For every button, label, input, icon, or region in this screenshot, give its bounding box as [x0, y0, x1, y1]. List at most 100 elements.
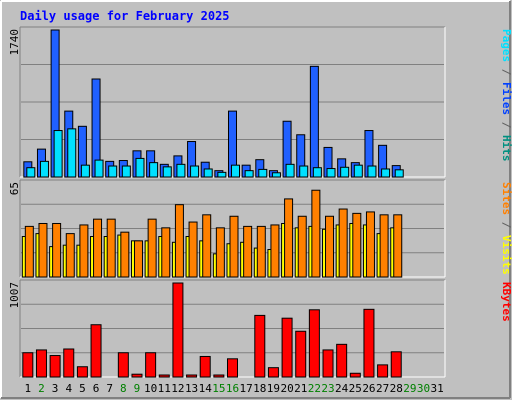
bar-pages-day-9	[135, 157, 145, 178]
x-tick-label: 3	[52, 382, 59, 395]
bar-sites-day-23	[325, 215, 335, 278]
bar-pages-day-17	[244, 170, 254, 178]
bar-kbytes-day-6	[90, 324, 102, 378]
x-tick-label: 22	[308, 382, 321, 395]
x-tick-label: 21	[294, 382, 307, 395]
bar-kbytes-day-16	[227, 358, 238, 378]
bar-kbytes-day-13	[186, 374, 198, 378]
bar-sites-day-20	[284, 198, 294, 278]
x-tick-label: 26	[362, 382, 375, 395]
bar-pages-day-3	[53, 130, 63, 178]
bar-sites-day-3	[52, 222, 62, 278]
x-tick-label: 4	[65, 382, 72, 395]
bar-kbytes-day-2	[35, 349, 47, 378]
bar-kbytes-day-8	[117, 352, 129, 378]
bar-sites-day-21	[297, 215, 307, 278]
bar-sites-day-14	[202, 214, 212, 278]
bar-sites-day-13	[188, 221, 198, 278]
x-tick-label: 29	[403, 382, 416, 395]
bar-kbytes-day-4	[63, 348, 75, 378]
legend-entry: Pages	[500, 29, 512, 62]
bar-sites-day-2	[38, 222, 48, 278]
x-tick-label: 25	[349, 382, 362, 395]
x-axis-labels: 1 2 3 4 5 6 7 8 9 10 11 12 13 14 15 16 17 18 19 20 21 22 23 24 2…	[25, 382, 444, 395]
bar-kbytes-day-27	[377, 364, 389, 378]
bar-kbytes-day-25	[349, 372, 361, 378]
bar-pages-day-2	[39, 160, 49, 178]
bar-sites-day-19	[270, 224, 280, 278]
bar-pages-day-11	[162, 166, 172, 178]
panel-hits_files_pages: 1740 Pages / Files / Hits	[8, 26, 512, 178]
bar-kbytes-day-10	[145, 352, 157, 378]
y-scale-max-label: 1740	[8, 29, 21, 56]
x-tick-label: 30	[417, 382, 430, 395]
bar-pages-day-4	[67, 128, 77, 178]
bar-files-day-22	[309, 65, 319, 178]
bar-kbytes-day-20	[281, 317, 293, 378]
bar-kbytes-day-1	[22, 352, 34, 378]
x-tick-label: 28	[390, 382, 403, 395]
bar-kbytes-day-14	[199, 355, 211, 378]
bar-pages-day-24	[340, 166, 350, 178]
x-tick-label: 27	[376, 382, 389, 395]
bar-sites-day-24	[338, 208, 348, 278]
bar-kbytes-day-21	[295, 330, 307, 378]
bar-sites-day-9	[133, 240, 143, 278]
bar-pages-day-16	[231, 164, 240, 178]
panel-legend: Pages / Files / Hits	[500, 29, 512, 162]
x-tick-label: 15	[212, 382, 225, 395]
x-tick-label: 5	[79, 382, 86, 395]
bar-kbytes-day-3	[49, 355, 61, 378]
bar-sites-day-26	[365, 211, 375, 278]
bar-pages-day-8	[121, 165, 131, 178]
bar-kbytes-day-5	[76, 366, 88, 378]
bar-sites-day-1	[24, 225, 34, 278]
bar-sites-day-8	[120, 231, 130, 278]
bar-kbytes-day-9	[131, 373, 143, 378]
bar-pages-day-26	[367, 165, 377, 178]
bar-kbytes-day-22	[308, 309, 320, 378]
x-tick-label: 7	[106, 382, 113, 395]
x-tick-label: 16	[226, 382, 239, 395]
x-tick-label: 19	[267, 382, 280, 395]
x-tick-label: 6	[93, 382, 100, 395]
bar-pages-day-7	[108, 165, 118, 178]
bar-sites-day-6	[93, 218, 103, 278]
bar-kbytes-day-23	[322, 349, 334, 378]
y-scale-max-label: 1007	[8, 282, 21, 309]
panel-kbytes: 1007 KBytes	[8, 279, 512, 378]
legend-entry: Visits	[500, 235, 512, 275]
bar-pages-day-21	[299, 165, 309, 178]
bar-pages-day-5	[80, 164, 90, 178]
bar-sites-day-5	[79, 224, 89, 278]
x-tick-label: 11	[158, 382, 171, 395]
x-tick-label: 14	[199, 382, 213, 395]
x-tick-label: 12	[171, 382, 184, 395]
bar-kbytes-day-19	[267, 367, 279, 378]
bar-sites-day-27	[379, 214, 389, 278]
x-tick-label: 23	[321, 382, 334, 395]
bar-sites-day-15	[215, 227, 225, 278]
x-tick-label: 18	[253, 382, 266, 395]
x-tick-label: 17	[240, 382, 253, 395]
bar-pages-day-28	[394, 169, 404, 178]
bar-pages-day-19	[271, 172, 281, 178]
bar-sites-day-7	[106, 218, 116, 278]
bar-kbytes-day-11	[158, 374, 170, 378]
x-tick-label: 1	[25, 382, 32, 395]
bar-pages-day-23	[326, 168, 336, 178]
bar-sites-day-10	[147, 218, 157, 278]
bar-pages-day-10	[149, 162, 159, 178]
panel-visits_sites: 65 Sites / Visits	[8, 179, 512, 278]
bar-kbytes-day-26	[363, 308, 375, 378]
bar-sites-day-12	[174, 204, 184, 278]
x-tick-label: 9	[134, 382, 141, 395]
bar-sites-day-22	[311, 189, 321, 278]
bar-sites-day-4	[65, 233, 75, 278]
x-tick-label: 2	[38, 382, 45, 395]
bar-sites-day-11	[161, 227, 171, 278]
bar-sites-day-18	[256, 225, 266, 278]
y-scale-max-label: 65	[8, 182, 21, 195]
bar-pages-day-27	[381, 168, 391, 178]
